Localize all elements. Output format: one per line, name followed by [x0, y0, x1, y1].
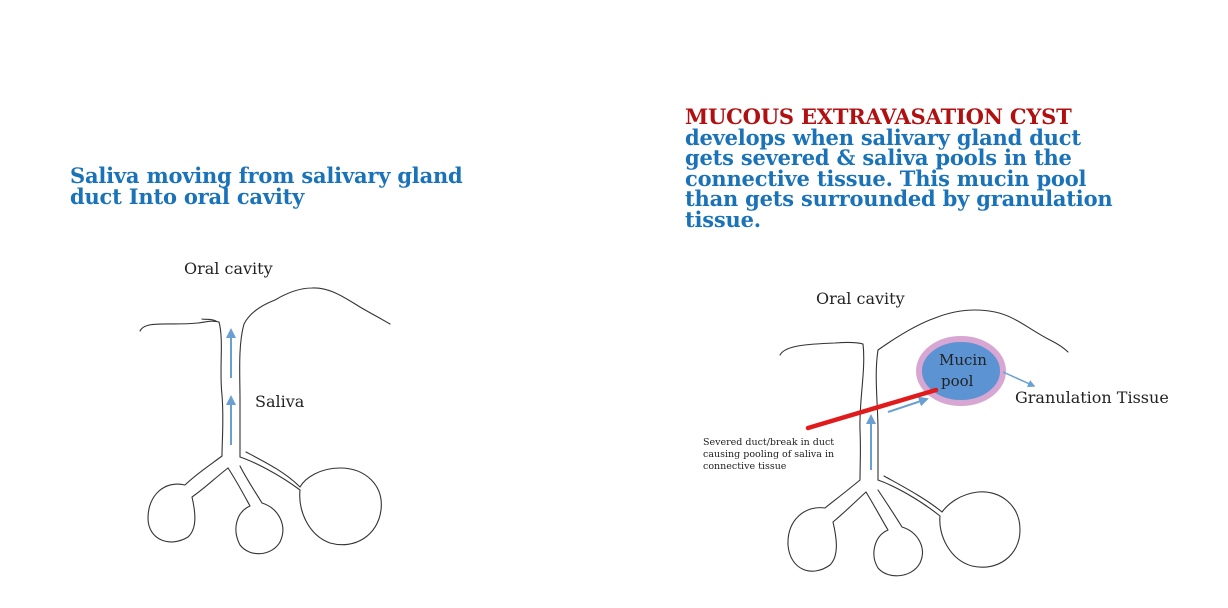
- left-duct-wall-right: [239, 323, 245, 458]
- left-gland-drawing: [139, 287, 391, 555]
- granulation-tissue-label: Granulation Tissue: [1015, 388, 1169, 407]
- left-lobule-right: [239, 451, 382, 546]
- right-duct-wall-right: [875, 349, 879, 481]
- left-mucosa-surface-left: [139, 320, 220, 332]
- saliva-label: Saliva: [255, 392, 305, 411]
- left-lobule-left: [147, 455, 229, 543]
- cyst-description-line-4: than gets surrounded by granulation: [685, 186, 1113, 211]
- granulation-pointer-arrow: [1002, 371, 1036, 387]
- mucin-pool-label-line-2: pool: [941, 372, 974, 390]
- severed-duct-note-line-2: causing pooling of saliva in: [703, 449, 835, 460]
- right-mucosa-surface-right: [877, 309, 1069, 353]
- right-caption: MUCOUS EXTRAVASATION CYST develops when …: [685, 104, 1205, 232]
- left-mucosa-surface-right: [243, 287, 391, 325]
- severed-duct-note: Severed duct/break in duct causing pooli…: [703, 437, 873, 473]
- left-caption-line-2: duct Into oral cavity: [70, 183, 305, 209]
- mucin-pool-label-line-1: Mucin: [939, 351, 987, 369]
- left-oral-cavity-label: Oral cavity: [184, 259, 273, 278]
- cyst-description-line-1: develops when salivary gland duct: [685, 124, 1081, 150]
- right-lobule-left: [787, 479, 867, 572]
- left-duct-wall-left: [218, 321, 224, 457]
- right-oral-cavity-label: Oral cavity: [816, 289, 905, 308]
- left-lobule-middle: [227, 465, 284, 555]
- severed-duct-note-line-3: connective tissue: [703, 461, 787, 472]
- right-mucosa-surface-left: [779, 341, 864, 356]
- cyst-description-line-5: tissue.: [685, 206, 761, 232]
- left-caption-line-1: Saliva moving from salivary gland: [70, 163, 463, 188]
- severed-duct-note-line-1: Severed duct/break in duct: [703, 437, 835, 448]
- right-duct-wall-left: [859, 343, 865, 481]
- left-caption: Saliva moving from salivary gland duct I…: [70, 163, 540, 209]
- right-gland-drawing: [779, 309, 1069, 577]
- right-saliva-arrow-to-pool: [887, 396, 929, 413]
- cyst-description-line-2: gets severed & saliva pools in the: [685, 145, 1072, 170]
- right-lobule-right: [877, 475, 1021, 568]
- cyst-description-line-3: connective tissue. This mucin pool: [685, 165, 1087, 191]
- right-lobule-middle: [865, 489, 923, 577]
- granulation-tissue-ring: [916, 336, 1006, 406]
- left-duct-inner-stroke: [201, 318, 217, 322]
- cyst-title: MUCOUS EXTRAVASATION CYST: [685, 104, 1072, 129]
- severed-duct-line: [805, 387, 939, 431]
